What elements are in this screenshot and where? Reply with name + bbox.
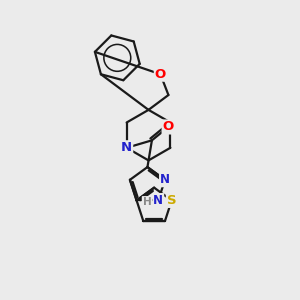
Text: N: N bbox=[160, 173, 170, 186]
Text: N: N bbox=[153, 194, 163, 207]
Text: H: H bbox=[142, 197, 152, 207]
Text: N: N bbox=[121, 141, 132, 154]
Text: S: S bbox=[167, 194, 176, 207]
Text: O: O bbox=[163, 121, 174, 134]
Text: O: O bbox=[155, 68, 166, 81]
